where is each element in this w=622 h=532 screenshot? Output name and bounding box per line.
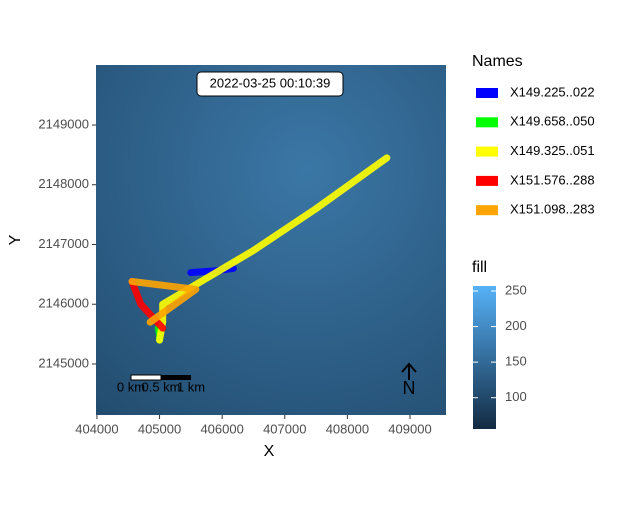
track: [128, 278, 200, 326]
colorbar-label: 150: [505, 354, 527, 369]
north-arrow: [401, 362, 417, 380]
legend-label: X151.576..288: [510, 172, 595, 187]
x-tick-label: 408000: [326, 421, 369, 436]
legend-key: [476, 205, 498, 216]
legend-key: [476, 146, 498, 157]
legend-label: X149.325..051: [510, 143, 595, 158]
x-tick-label: 406000: [200, 421, 243, 436]
y-axis-label: Y: [7, 234, 24, 245]
scale-label: 0 km: [117, 379, 145, 394]
legend-title: Names: [472, 53, 523, 70]
colorbar-label: 100: [505, 389, 527, 404]
colorbar-label: 200: [505, 318, 527, 333]
x-tick-label: 407000: [263, 421, 306, 436]
scale-label: 0.5 km: [141, 379, 180, 394]
y-tick-label: 2145000: [38, 355, 89, 370]
y-tick-label: 2149000: [38, 116, 89, 131]
scale-bar: [161, 375, 191, 380]
legend-label: X151.098..283: [510, 202, 595, 217]
colorbar-label: 250: [505, 282, 527, 297]
north-label: N: [403, 378, 416, 398]
y-tick-label: 2148000: [38, 176, 89, 191]
colorbar: [473, 286, 496, 429]
legend-label: X149.225..022: [510, 84, 595, 99]
legend-key: [476, 88, 498, 98]
colorbar-title: fill: [472, 259, 487, 276]
x-tick-label: 405000: [138, 421, 181, 436]
y-tick-label: 2146000: [38, 296, 89, 311]
x-tick-label: 404000: [75, 421, 118, 436]
x-tick-label: 409000: [388, 421, 431, 436]
legend-key: [476, 175, 498, 186]
y-tick-label: 2147000: [38, 236, 89, 251]
timestamp: 2022-03-25 00:10:39: [210, 75, 331, 90]
x-axis-label: X: [264, 443, 275, 460]
legend-key: [476, 117, 498, 128]
timestamp-box: [196, 71, 344, 97]
scale-label: 1 km: [177, 379, 205, 394]
legend-label: X149.658..050: [510, 114, 595, 129]
